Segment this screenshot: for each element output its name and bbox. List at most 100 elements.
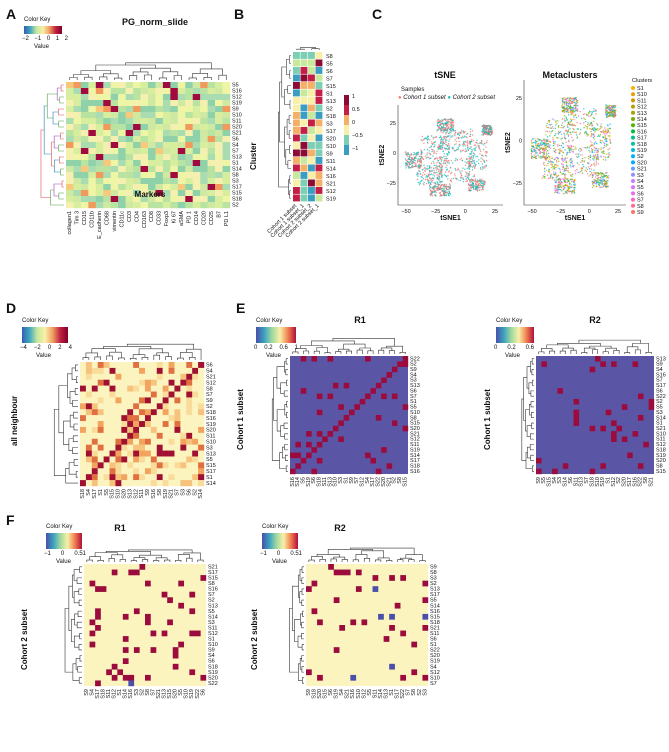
- tsne-point: [538, 156, 540, 158]
- tsne-point: [478, 186, 480, 189]
- heatmap-cell: [172, 652, 179, 659]
- tsne-point: [478, 147, 481, 150]
- tsne-point: [413, 151, 415, 154]
- col-label: S7: [406, 689, 412, 696]
- heatmap-cell: [198, 373, 205, 380]
- heatmap-cell: [103, 403, 110, 410]
- tsne-point: [594, 128, 597, 130]
- heatmap-cell: [308, 67, 315, 74]
- tsne-point: [423, 164, 425, 166]
- heatmap-cell: [156, 421, 163, 428]
- heatmap-cell: [174, 444, 181, 451]
- tsne-point: [566, 165, 569, 168]
- tsne-point: [554, 141, 556, 143]
- tsne-point: [427, 168, 429, 171]
- tsne-point: [553, 167, 555, 170]
- heatmap-cell: [174, 426, 181, 434]
- heatmap-cell: [73, 82, 82, 89]
- tsne-point: [565, 167, 568, 169]
- dendrogram-branch: [61, 180, 64, 188]
- heatmap-cell: [80, 456, 87, 463]
- col-label: S4: [86, 489, 92, 496]
- heatmap-cell: [109, 456, 116, 463]
- heatmap-cell: [125, 130, 134, 137]
- tsne-point: [567, 100, 569, 102]
- tsne-point: [560, 133, 563, 135]
- tsne-point: [478, 145, 480, 147]
- tsne-point: [541, 151, 543, 154]
- tsne-point: [598, 158, 600, 161]
- heatmap-cell: [317, 674, 323, 681]
- tsne-point: [590, 164, 593, 166]
- tsne-point: [573, 131, 575, 133]
- heatmap-cell: [637, 463, 644, 469]
- heatmap-cell: [97, 456, 104, 463]
- tsne-point: [405, 165, 407, 167]
- tsne-point: [542, 163, 545, 165]
- tsne-point: [441, 126, 443, 129]
- metaclusters-title: Metaclusters: [542, 70, 598, 80]
- heatmap-cell: [222, 166, 231, 173]
- tsne-point: [447, 161, 449, 164]
- tsne-point: [443, 130, 445, 133]
- heatmap-cell: [192, 373, 199, 380]
- tsne-point: [550, 161, 552, 163]
- tsne-point: [476, 160, 478, 163]
- tsne-point: [436, 158, 439, 160]
- tsne-point: [575, 116, 578, 119]
- heatmap-cell: [139, 456, 146, 463]
- tsne-point: [609, 104, 611, 107]
- tsne-point: [606, 175, 608, 178]
- tsne-point: [579, 147, 581, 150]
- tsne-point: [588, 149, 590, 152]
- heatmap-cell: [148, 202, 156, 209]
- tsne-point: [564, 178, 566, 180]
- col-label: S13: [384, 689, 390, 699]
- heatmap-cell: [88, 118, 97, 125]
- col-label: S9: [349, 477, 355, 484]
- heatmap-cell: [103, 106, 111, 113]
- tsne-point: [549, 144, 551, 146]
- heatmap-cell: [186, 415, 193, 422]
- heatmap-cell: [103, 474, 110, 481]
- heatmap-cell: [311, 580, 318, 587]
- heatmap-cell: [192, 196, 201, 203]
- heatmap-cell: [121, 468, 128, 475]
- heatmap-cell: [315, 59, 323, 67]
- tsne-point: [448, 148, 451, 150]
- tsne-point: [589, 159, 592, 161]
- heatmap-cell: [127, 397, 134, 404]
- dendrogram-branch: [531, 369, 534, 376]
- tsne-point: [464, 135, 466, 137]
- tsne-point: [604, 131, 607, 133]
- ck-tick: 4: [68, 345, 72, 351]
- heatmap-cell: [66, 166, 74, 173]
- row-label: S14: [430, 603, 440, 609]
- tsne-point: [536, 146, 538, 148]
- heatmap-cell: [222, 88, 231, 95]
- heatmap-cell: [148, 166, 156, 173]
- heatmap-cell: [370, 388, 377, 394]
- col-label: S9: [306, 689, 312, 696]
- dendrogram-branch: [76, 621, 82, 629]
- tsne-point: [604, 142, 606, 145]
- tsne-point: [560, 150, 562, 153]
- heatmap-cell: [315, 187, 323, 194]
- row-label: S19: [326, 197, 336, 203]
- heatmap-cell: [103, 196, 111, 203]
- tsne-point: [440, 123, 443, 125]
- tsne-point: [580, 117, 583, 120]
- dendrogram-branch: [319, 559, 326, 562]
- heatmap-cell: [306, 669, 312, 676]
- row-label: S17: [206, 469, 216, 475]
- tsne-point: [535, 151, 537, 154]
- legend-tick: 0.5: [352, 107, 360, 113]
- heatmap-cell: [66, 172, 74, 179]
- row-label: S15: [208, 576, 218, 582]
- heatmap-cell: [118, 160, 126, 167]
- tsne-point: [614, 104, 617, 107]
- heatmap-cell: [300, 112, 308, 119]
- heatmap-cell: [402, 356, 409, 362]
- tsne-point: [466, 140, 469, 142]
- heatmap-cell: [300, 149, 308, 157]
